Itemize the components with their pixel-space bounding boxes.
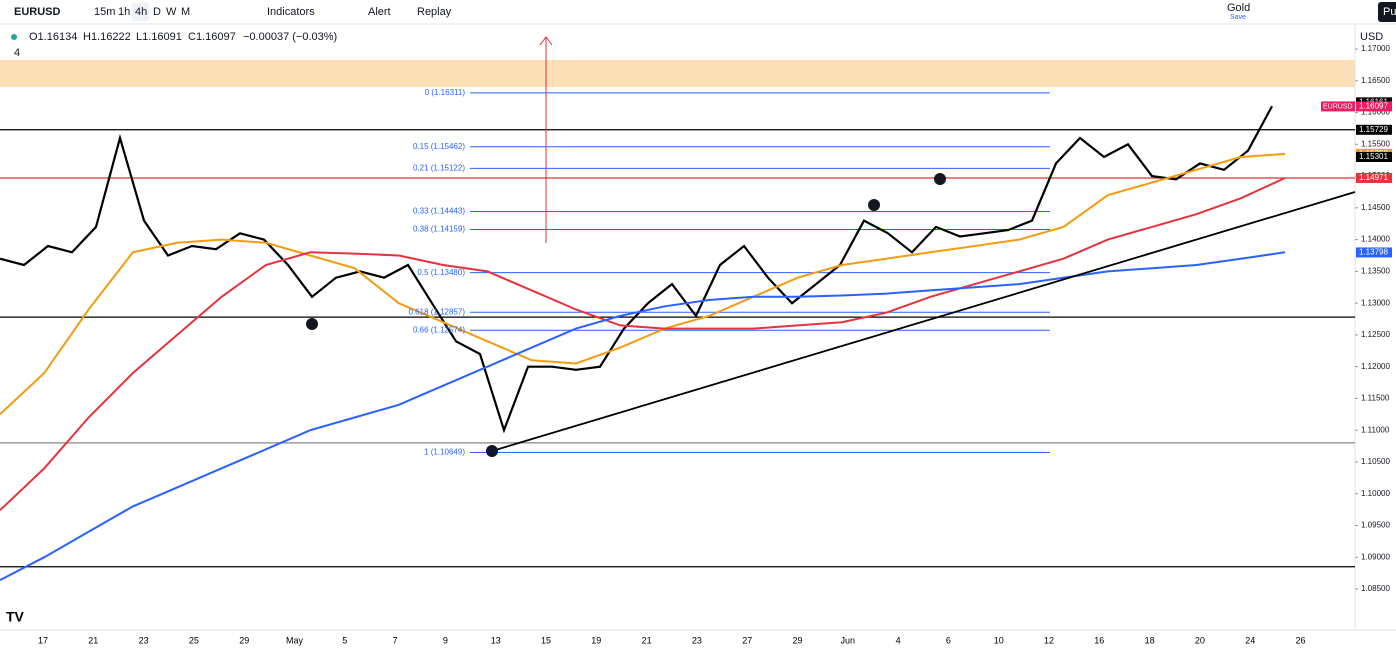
currency: USD bbox=[1360, 31, 1383, 43]
price-tag-label: 1.15729 bbox=[1359, 125, 1388, 134]
interval[interactable]: 4h bbox=[135, 6, 147, 18]
x-tick-label: 13 bbox=[491, 635, 501, 645]
fib-label: 0.15 (1.15462) bbox=[413, 142, 465, 151]
price-tag-label: 1.16097 bbox=[1359, 102, 1388, 111]
x-tick-label: 7 bbox=[393, 635, 398, 645]
fib-label: 0.38 (1.14159) bbox=[413, 225, 465, 234]
fib-label: 0.66 (1.12574) bbox=[413, 325, 465, 334]
replay-button[interactable]: Replay bbox=[417, 6, 452, 18]
x-tick-label: 6 bbox=[946, 635, 951, 645]
y-tick-label: 1.09000 bbox=[1361, 552, 1390, 561]
price-line bbox=[0, 177, 1286, 511]
y-tick-label: 1.11500 bbox=[1361, 394, 1390, 403]
publish-button[interactable]: Pu bbox=[1383, 6, 1396, 18]
x-tick-label: 5 bbox=[342, 635, 347, 645]
y-tick-label: 1.12000 bbox=[1361, 362, 1390, 371]
ohlc-open: O1.16134 bbox=[29, 31, 77, 43]
x-tick-label: 4 bbox=[896, 635, 901, 645]
x-tick-label: 21 bbox=[88, 635, 98, 645]
save-label[interactable]: Save bbox=[1230, 14, 1246, 21]
x-tick-label: 29 bbox=[792, 635, 802, 645]
y-tick-label: 1.12500 bbox=[1361, 330, 1390, 339]
y-tick-label: 1.16500 bbox=[1361, 76, 1390, 85]
alert-button[interactable]: Alert bbox=[368, 6, 391, 18]
price-tag bbox=[1356, 101, 1392, 112]
price-line bbox=[0, 105, 1273, 434]
ohlc-high: H1.16222 bbox=[83, 31, 131, 43]
price-tag-label: 1.14971 bbox=[1359, 173, 1388, 182]
ohlc-low: L1.16091 bbox=[136, 31, 182, 43]
price-line bbox=[0, 251, 1286, 581]
price-tag-label: 1.13798 bbox=[1359, 248, 1388, 257]
x-tick-label: 16 bbox=[1094, 635, 1104, 645]
fib-label: 0.33 (1.14443) bbox=[413, 207, 465, 216]
y-tick-label: 1.17000 bbox=[1361, 44, 1390, 53]
y-tick-label: 1.10500 bbox=[1361, 457, 1390, 466]
y-tick-label: 1.11000 bbox=[1361, 425, 1390, 434]
x-tick-label: 23 bbox=[692, 635, 702, 645]
y-tick-label: 1.13000 bbox=[1361, 298, 1390, 307]
trendline bbox=[491, 191, 1356, 452]
layouts-count: 4 bbox=[14, 47, 20, 59]
x-tick-label: 21 bbox=[642, 635, 652, 645]
x-tick-label: 10 bbox=[994, 635, 1004, 645]
fib-label: 1 (1.10649) bbox=[424, 448, 465, 457]
price-tag bbox=[1356, 124, 1392, 135]
y-tick-label: 1.16000 bbox=[1361, 108, 1390, 117]
symbol-tag bbox=[1321, 101, 1355, 112]
x-tick-label: 18 bbox=[1145, 635, 1155, 645]
y-tick-label: 1.10000 bbox=[1361, 489, 1390, 498]
price-tag bbox=[1356, 172, 1392, 183]
x-tick-label: 24 bbox=[1245, 635, 1255, 645]
ohlc-close: C1.16097 bbox=[188, 31, 236, 43]
fib-label: 0.5 (1.13480) bbox=[417, 268, 465, 277]
x-tick-label: 20 bbox=[1195, 635, 1205, 645]
x-tick-label: 19 bbox=[591, 635, 601, 645]
x-tick-label: 29 bbox=[239, 635, 249, 645]
x-tick-label: 26 bbox=[1295, 635, 1305, 645]
x-tick-label: May bbox=[286, 635, 304, 645]
y-tick-label: 1.14500 bbox=[1361, 203, 1390, 212]
price-tag bbox=[1356, 151, 1392, 162]
x-tick-label: 27 bbox=[742, 635, 752, 645]
x-tick-label: 17 bbox=[38, 635, 48, 645]
x-tick-label: Jun bbox=[841, 635, 856, 645]
x-tick-label: 9 bbox=[443, 635, 448, 645]
x-tick-label: 23 bbox=[139, 635, 149, 645]
fib-label: 0.618 (1.12857) bbox=[409, 307, 466, 316]
y-tick-label: 1.14000 bbox=[1361, 235, 1390, 244]
interval[interactable]: M bbox=[181, 6, 190, 18]
interval[interactable]: 15m bbox=[94, 6, 115, 18]
symbol-tag-label: EURUSD bbox=[1323, 103, 1353, 110]
layout-name[interactable]: Gold bbox=[1227, 2, 1250, 14]
x-tick-label: 25 bbox=[189, 635, 199, 645]
symbol[interactable]: EURUSD bbox=[14, 6, 61, 18]
supply-zone bbox=[0, 60, 1355, 87]
y-tick-label: 1.09500 bbox=[1361, 521, 1390, 530]
ohlc-change: −0.00037 (−0.03%) bbox=[243, 31, 337, 43]
interval[interactable]: W bbox=[166, 6, 177, 18]
x-tick-label: 12 bbox=[1044, 635, 1054, 645]
interval[interactable]: D bbox=[153, 6, 161, 18]
fib-label: 0.21 (1.15122) bbox=[413, 163, 465, 172]
toolbar bbox=[0, 0, 1396, 24]
fib-label: 0 (1.16311) bbox=[425, 88, 466, 97]
interval[interactable]: 1h bbox=[118, 6, 130, 18]
price-line bbox=[0, 152, 1286, 416]
logo: TV bbox=[6, 609, 25, 625]
y-tick-label: 1.08500 bbox=[1361, 584, 1390, 593]
indicators-button[interactable]: Indicators bbox=[267, 6, 315, 18]
y-tick-label: 1.13500 bbox=[1361, 266, 1390, 275]
price-tag-label: 1.15301 bbox=[1359, 152, 1388, 161]
y-tick-label: 1.15500 bbox=[1361, 139, 1390, 148]
price-tag bbox=[1356, 247, 1392, 258]
x-tick-label: 15 bbox=[541, 635, 551, 645]
